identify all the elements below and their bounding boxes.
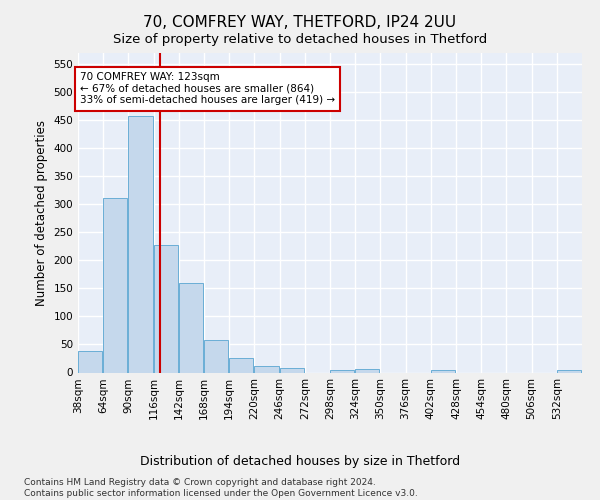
Bar (179, 282, 203, 372)
Bar (154, 244, 178, 372)
Bar (355, 369, 379, 372)
Bar (557, 370, 581, 372)
Text: Size of property relative to detached houses in Thetford: Size of property relative to detached ho… (113, 32, 487, 46)
Bar (254, 366, 278, 372)
Bar (204, 340, 228, 372)
Text: Distribution of detached houses by size in Thetford: Distribution of detached houses by size … (140, 455, 460, 468)
Y-axis label: Number of detached properties: Number of detached properties (35, 120, 48, 306)
Bar (78, 351, 102, 372)
Text: Contains HM Land Registry data © Crown copyright and database right 2024.
Contai: Contains HM Land Registry data © Crown c… (24, 478, 418, 498)
Text: 70, COMFREY WAY, THETFORD, IP24 2UU: 70, COMFREY WAY, THETFORD, IP24 2UU (143, 15, 457, 30)
Text: 70 COMFREY WAY: 123sqm
← 67% of detached houses are smaller (864)
33% of semi-de: 70 COMFREY WAY: 123sqm ← 67% of detached… (80, 72, 335, 106)
Bar (431, 370, 455, 372)
Bar (229, 358, 253, 372)
Bar (103, 198, 127, 372)
Bar (330, 370, 354, 372)
Bar (280, 368, 304, 372)
Bar (128, 116, 152, 372)
